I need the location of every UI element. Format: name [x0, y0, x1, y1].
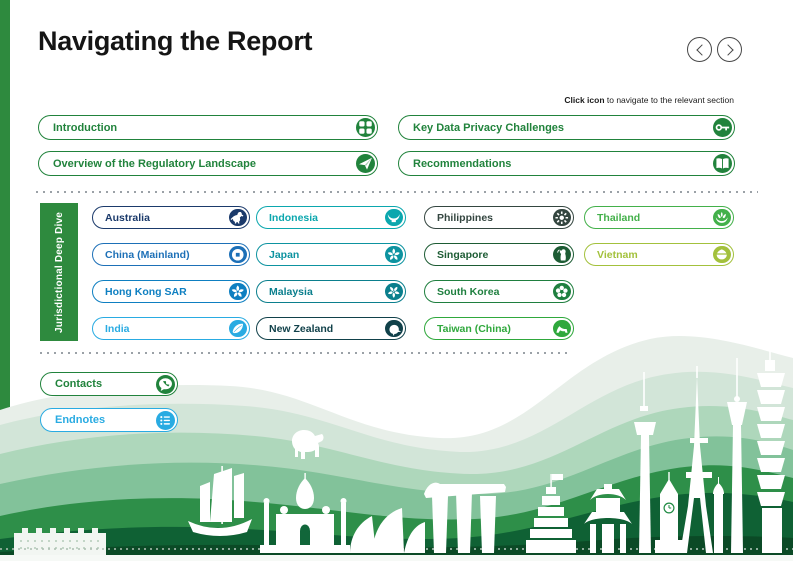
kangaroo-icon[interactable]	[229, 208, 247, 227]
nav-pill-overview-regulatory-landscape[interactable]: Overview of the Regulatory Landscape	[38, 151, 378, 176]
sydney-opera-house	[350, 508, 425, 553]
jurisdiction-label: Singapore	[437, 248, 489, 261]
marina-bay-sands	[424, 482, 506, 553]
jurisdiction-pill-australia[interactable]: Australia	[92, 206, 250, 229]
bottom-edge-strip	[0, 555, 793, 561]
paper-plane-icon[interactable]	[355, 154, 375, 173]
mugunghwa-icon[interactable]	[553, 282, 571, 301]
kiwi-icon[interactable]	[385, 319, 403, 338]
jurisdiction-pill-china-mainland[interactable]: China (Mainland)	[92, 243, 250, 266]
jurisdiction-pill-taiwan-china[interactable]: Taiwan (China)	[424, 317, 574, 340]
left-edge-accent	[0, 0, 10, 561]
book-icon[interactable]	[712, 154, 732, 173]
taj-mahal	[260, 473, 350, 553]
jurisdiction-pill-thailand[interactable]: Thailand	[584, 206, 734, 229]
bauhinia-icon[interactable]	[229, 282, 247, 301]
previous-page-button[interactable]	[687, 37, 712, 62]
fu-symbol-icon[interactable]	[229, 245, 247, 264]
key-icon[interactable]	[712, 118, 732, 137]
leaf-icon[interactable]	[229, 319, 247, 338]
sun-icon[interactable]	[553, 208, 571, 227]
jurisdiction-pill-hong-kong-sar[interactable]: Hong Kong SAR	[92, 280, 250, 303]
jurisdiction-label: Philippines	[437, 211, 494, 224]
jurisdiction-label: China (Mainland)	[105, 248, 190, 261]
dotted-separator-top	[36, 191, 758, 193]
merlion-icon[interactable]	[553, 245, 571, 264]
nav-pill-label: Contacts	[55, 378, 103, 390]
chevron-right-icon	[721, 43, 734, 56]
nav-pill-contacts[interactable]: Contacts	[40, 372, 178, 396]
next-page-button[interactable]	[717, 37, 742, 62]
jurisdiction-label: India	[105, 322, 130, 335]
list-icon[interactable]	[155, 410, 175, 430]
jurisdiction-label: Taiwan (China)	[437, 322, 511, 335]
n-seoul-tower	[634, 372, 656, 553]
nav-pill-introduction[interactable]: Introduction	[38, 115, 378, 140]
minaret-tower	[713, 477, 724, 553]
jurisdiction-pill-south-korea[interactable]: South Korea	[424, 280, 574, 303]
pho-bowl-icon[interactable]	[713, 245, 731, 264]
jurisdiction-label: Indonesia	[269, 211, 319, 224]
jurisdiction-label: South Korea	[437, 285, 500, 298]
pagoda-gate	[584, 484, 632, 553]
hibiscus-icon[interactable]	[385, 282, 403, 301]
nav-pill-label: Key Data Privacy Challenges	[413, 121, 565, 134]
stepped-temple	[526, 474, 576, 553]
page-title: Navigating the Report	[38, 26, 313, 56]
skyline-illustration	[0, 335, 793, 561]
grid-icon[interactable]	[355, 118, 375, 137]
nav-pill-key-data-privacy-challenges[interactable]: Key Data Privacy Challenges	[398, 115, 735, 140]
elephant	[292, 430, 324, 459]
jurisdiction-pill-malaysia[interactable]: Malaysia	[256, 280, 406, 303]
sakura-icon[interactable]	[385, 245, 403, 264]
jurisdictional-deep-dive-tab: Jurisdictional Deep Dive	[40, 203, 78, 341]
jurisdiction-label: Japan	[269, 248, 300, 261]
page-navigation	[687, 37, 742, 62]
jurisdiction-label: Hong Kong SAR	[105, 285, 187, 298]
jurisdiction-label: New Zealand	[269, 322, 334, 335]
jurisdiction-pill-indonesia[interactable]: Indonesia	[256, 206, 406, 229]
jurisdiction-label: Australia	[105, 211, 150, 224]
tab-label: Jurisdictional Deep Dive	[53, 211, 65, 333]
nav-pill-label: Endnotes	[55, 414, 106, 426]
kl-tower	[727, 358, 747, 553]
lotus-icon[interactable]	[713, 208, 731, 227]
nav-pill-endnotes[interactable]: Endnotes	[40, 408, 178, 432]
tokyo-tower	[680, 366, 713, 553]
jurisdiction-pill-new-zealand[interactable]: New Zealand	[256, 317, 406, 340]
jurisdiction-pill-philippines[interactable]: Philippines	[424, 206, 574, 229]
jurisdiction-pill-vietnam[interactable]: Vietnam	[584, 243, 734, 266]
jurisdiction-label: Malaysia	[269, 285, 313, 298]
nav-pill-label: Recommendations	[413, 157, 512, 170]
nav-pill-label: Introduction	[53, 121, 118, 134]
high-heel-icon[interactable]	[553, 319, 571, 338]
chevron-left-icon	[695, 43, 708, 56]
dotted-separator-bottom	[40, 352, 570, 354]
junk-boat	[188, 466, 252, 536]
jurisdiction-pill-india[interactable]: India	[92, 317, 250, 340]
phone-chat-icon[interactable]	[155, 374, 175, 394]
jurisdiction-pill-japan[interactable]: Japan	[256, 243, 406, 266]
clock-tower	[655, 472, 683, 553]
jurisdiction-label: Thailand	[597, 211, 641, 224]
jurisdiction-label: Vietnam	[597, 248, 638, 261]
buffalo-horns-icon[interactable]	[385, 208, 403, 227]
nav-pill-label: Overview of the Regulatory Landscape	[53, 157, 256, 170]
nav-pill-recommendations[interactable]: Recommendations	[398, 151, 735, 176]
taipei-101	[757, 338, 785, 553]
jurisdiction-pill-singapore[interactable]: Singapore	[424, 243, 574, 266]
hint-text: Click icon to navigate to the relevant s…	[564, 95, 734, 105]
